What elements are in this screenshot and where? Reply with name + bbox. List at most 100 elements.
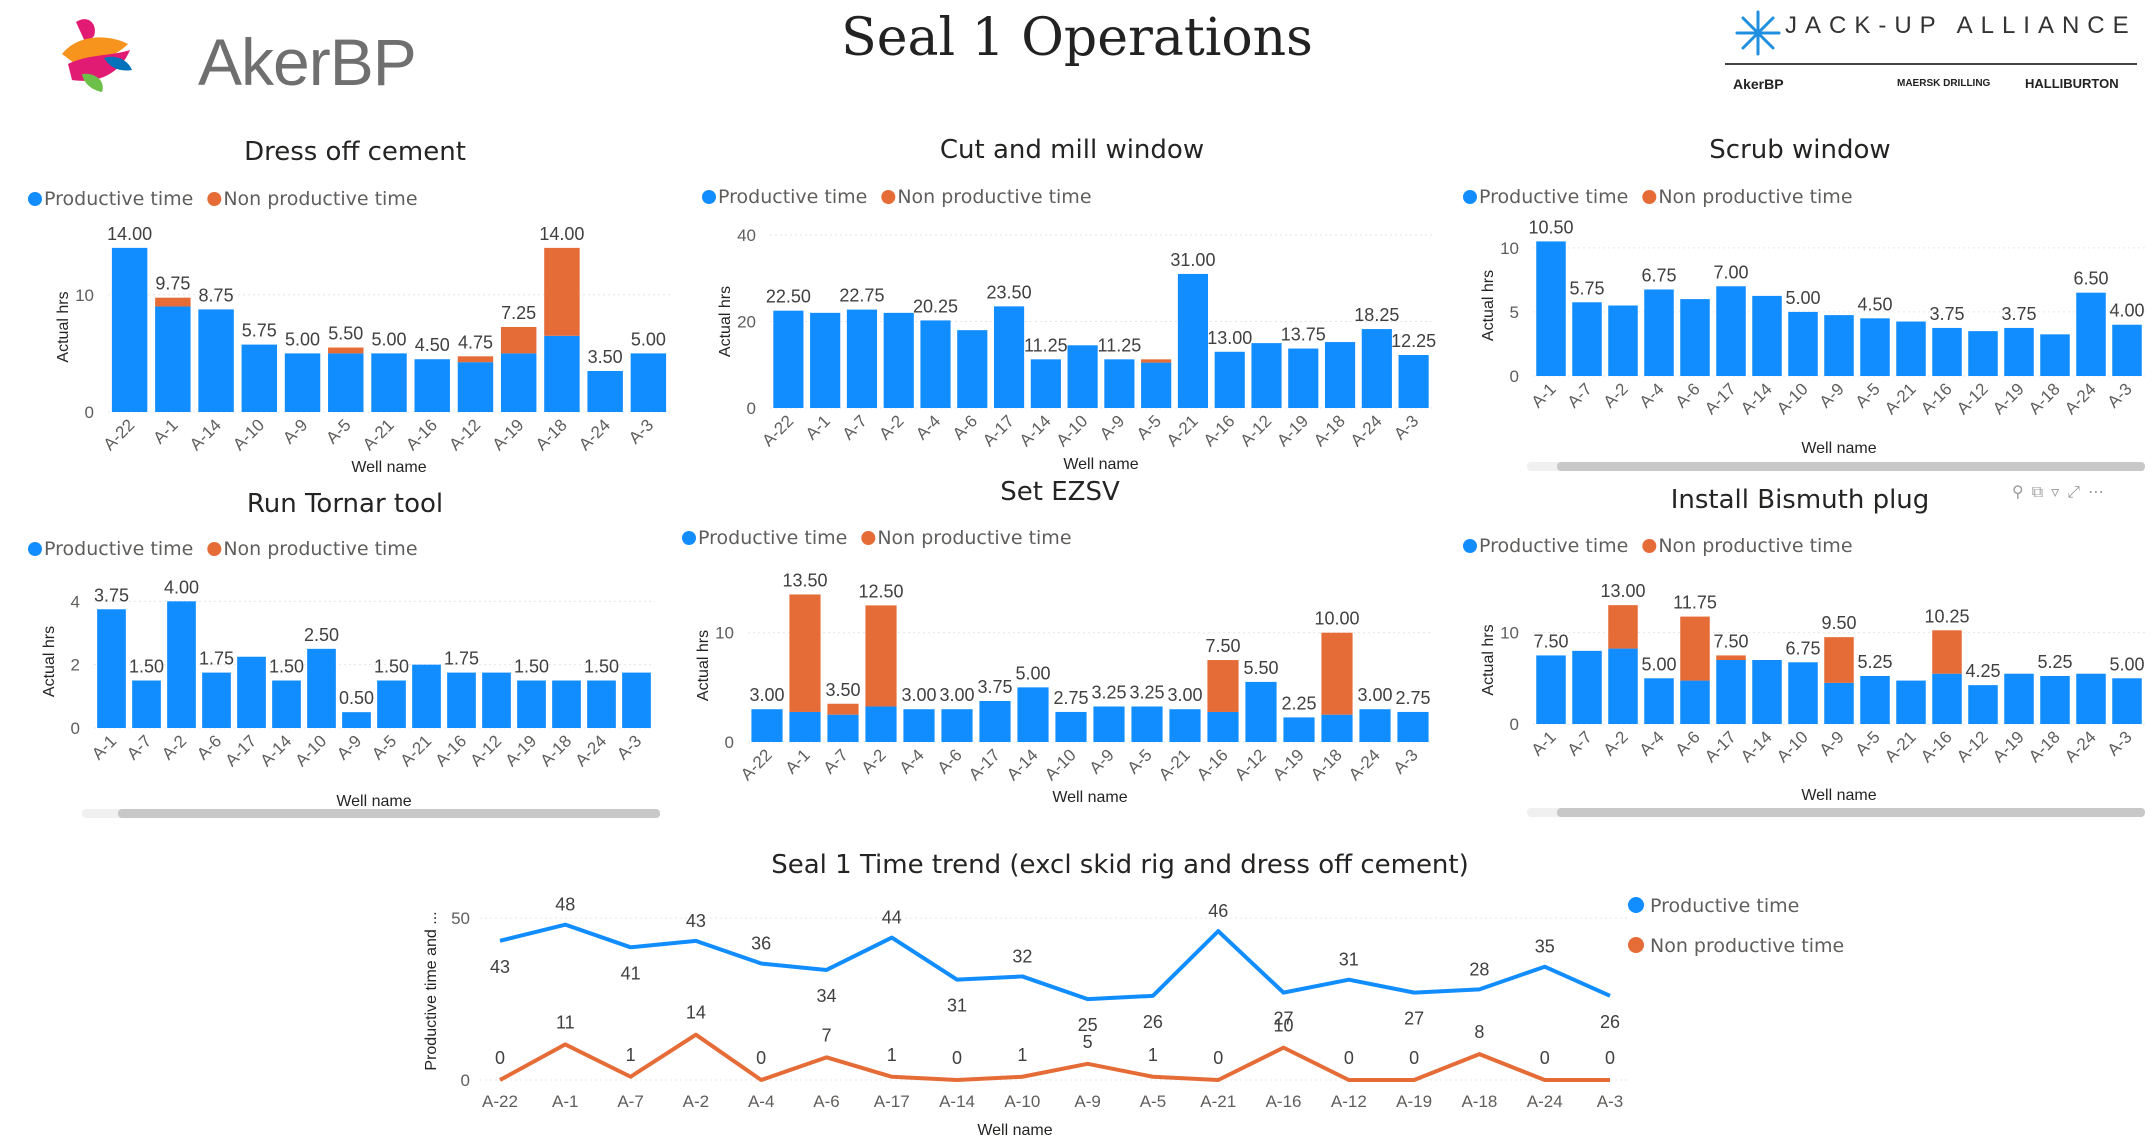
x-axis-title: Well name [1063, 456, 1138, 473]
y-axis-title: Actual hrs [55, 291, 72, 362]
chart-install-bismuth-plug[interactable]: Install Bismuth plug Productive time Non p… [1455, 478, 2154, 828]
bar-non-productive-A-5 [1141, 359, 1172, 363]
y-tick-label: 4 [71, 592, 80, 611]
bar-productive-A-4 [1644, 289, 1674, 376]
bar-productive-A-16 [1207, 711, 1239, 742]
data-label: 4.25 [1965, 661, 2000, 681]
bar-productive-A-24 [2076, 292, 2106, 376]
y-axis-title: Actual hrs [717, 286, 734, 357]
chart-dress-off-cement[interactable]: Dress off cement Productive time Non produ… [0, 130, 700, 490]
bar-non-productive-A-5 [328, 347, 364, 354]
pin-icon[interactable]: ⚲ [2012, 482, 2032, 501]
bar-productive-A-5 [1860, 676, 1890, 724]
more-options-icon[interactable]: ⋯ [2088, 482, 2112, 501]
legend-marker-non-productive [861, 531, 876, 545]
scrollbar-thumb[interactable] [118, 809, 660, 818]
x-tick-label: A-16 [431, 731, 470, 770]
x-tick-label: A-17 [221, 731, 260, 770]
bar-non-productive-A-2 [865, 605, 897, 707]
bar-productive-A-1 [155, 306, 191, 412]
data-label: 28 [1469, 959, 1489, 979]
chart-scrub-window[interactable]: Scrub window Productive time Non productiv… [1455, 128, 2154, 478]
data-label: 25 [1078, 1015, 1098, 1035]
x-tick-label: A-19 [1989, 727, 2028, 766]
alliance-starburst-icon [1735, 10, 1781, 56]
y-tick-label: 40 [737, 226, 756, 245]
data-label: 3.50 [588, 347, 623, 367]
data-label: 9.50 [1821, 613, 1856, 633]
data-label: 11.25 [1098, 335, 1142, 355]
x-tick-label: A-5 [322, 415, 354, 447]
bar-productive-A-12 [1968, 685, 1998, 724]
legend-label-productive: Productive time [1479, 186, 1628, 208]
bar-non-productive-A-19 [500, 327, 537, 354]
x-tick-label: A-1 [552, 1092, 578, 1111]
data-label: 1.50 [514, 657, 549, 677]
x-tick-label: A-19 [489, 415, 528, 454]
bar-productive-A-7 [846, 309, 878, 408]
x-tick-label: A-17 [965, 745, 1004, 784]
x-tick-label: A-18 [536, 731, 575, 770]
x-tick-label: A-16 [402, 415, 441, 454]
akerbp-logo-text: AkerBP [198, 25, 417, 99]
bar-productive-A-14 [1752, 660, 1782, 724]
chart-seal-1-time-trend[interactable]: Seal 1 Time trend (excl skid rig and dre… [380, 840, 1880, 1135]
y-tick-label: 0 [747, 399, 756, 418]
bar-non-productive-A-1 [155, 297, 191, 307]
visual-header-icons[interactable]: ⚲⧉▿⤢⋯ [2012, 482, 2112, 502]
x-tick-label: A-3 [2104, 727, 2136, 759]
data-label: 5.25 [1857, 652, 1892, 672]
x-axis-title: Well name [1801, 440, 1876, 457]
chart-title: Run Tornar tool [247, 489, 443, 519]
x-tick-label: A-18 [2025, 727, 2064, 766]
legend-marker-non-productive [207, 192, 222, 206]
data-label: 1 [626, 1045, 636, 1065]
copy-icon[interactable]: ⧉ [2031, 482, 2052, 501]
expand-icon[interactable]: ⤢ [2067, 482, 2088, 501]
y-axis-title: Productive time and ... [423, 911, 440, 1070]
data-label: 1 [887, 1045, 897, 1065]
data-label: 26 [1143, 1012, 1163, 1032]
chart-set-ezsv[interactable]: Set EZSV Productive time Non productive ti… [670, 470, 1450, 820]
bar-productive-A-5 [377, 680, 406, 728]
x-tick-label: A-10 [229, 415, 268, 454]
bar-productive-A-22 [751, 709, 783, 742]
legend-marker-productive [1628, 897, 1644, 913]
data-label: 18.25 [1354, 305, 1399, 325]
data-label: 48 [555, 895, 575, 915]
x-tick-label: A-17 [1701, 379, 1740, 418]
bar-productive-A-3 [1397, 711, 1429, 742]
data-label: 32 [1012, 946, 1032, 966]
x-tick-label: A-14 [1737, 379, 1776, 418]
bar-productive-A-6 [941, 709, 973, 742]
bar-productive-A-24 [587, 680, 616, 728]
scrollbar-thumb[interactable] [1557, 808, 2145, 817]
data-label: 1.50 [269, 657, 304, 677]
line-productive [499, 922, 1611, 1002]
x-tick-label: A-4 [748, 1092, 774, 1111]
x-tick-label: A-12 [1231, 745, 1270, 784]
x-tick-label: A-19 [1273, 411, 1312, 450]
bar-productive-A-24 [1359, 709, 1391, 742]
x-tick-label: A-19 [1269, 745, 1308, 784]
data-label: 46 [1208, 901, 1228, 921]
bar-productive-A-10 [1067, 345, 1098, 408]
data-label: 34 [816, 986, 836, 1006]
filter-icon[interactable]: ▿ [2051, 482, 2068, 501]
bar-productive-A-14 [1030, 359, 1061, 408]
x-tick-label: A-14 [939, 1092, 975, 1111]
x-tick-label: A-24 [2061, 727, 2100, 766]
data-label: 27 [1274, 1009, 1294, 1029]
legend-label-productive: Productive time [44, 188, 193, 210]
bar-productive-A-10 [241, 344, 278, 412]
data-label: 9.75 [155, 274, 190, 294]
y-tick-label: 0 [85, 403, 94, 422]
x-tick-label: A-7 [820, 745, 852, 777]
x-tick-label: A-1 [782, 745, 814, 777]
chart-cut-and-mill-window[interactable]: Cut and mill window Productive time Non pr… [690, 128, 1470, 478]
chart-run-tornar-tool[interactable]: Run Tornar tool Productive time Non produc… [0, 480, 700, 830]
bar-productive-A-2 [1608, 305, 1638, 376]
x-tick-label: A-9 [333, 731, 365, 763]
scrollbar-thumb[interactable] [1557, 462, 2145, 471]
bar-productive-A-4 [920, 320, 951, 408]
